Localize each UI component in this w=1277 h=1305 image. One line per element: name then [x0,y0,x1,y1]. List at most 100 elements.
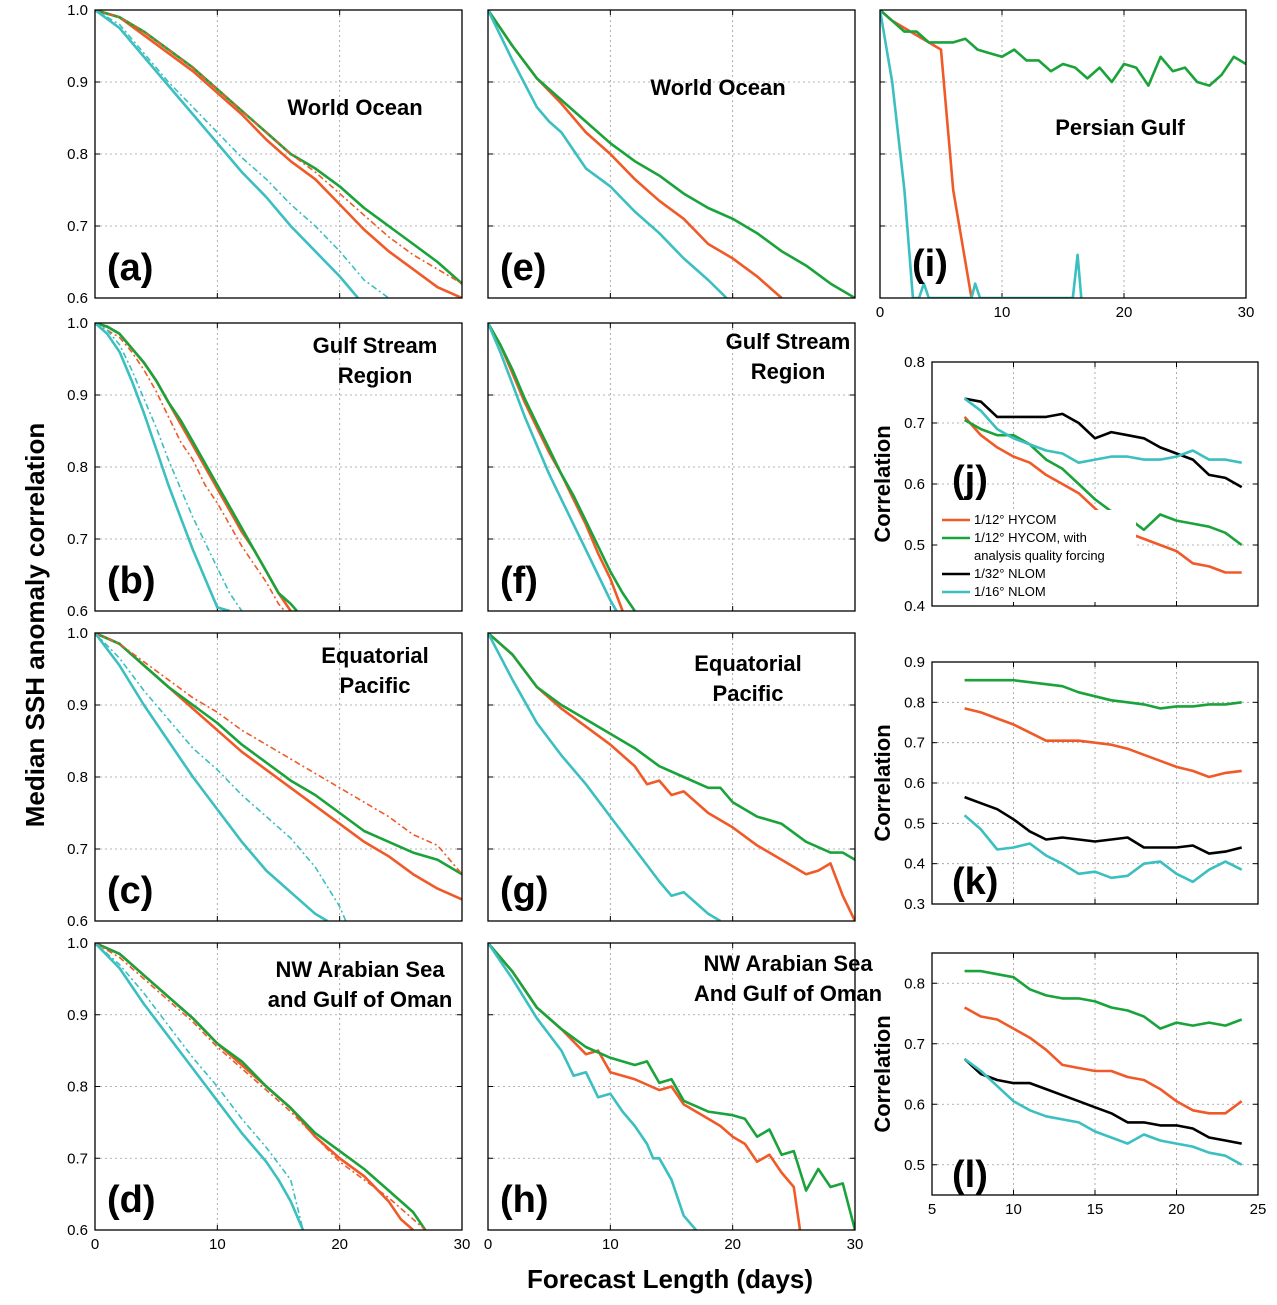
series-line-f-2 [488,323,618,611]
panel-g: Equatorial Pacific (g) [487,632,856,922]
panel-l: 0.5 0.6 0.7 0.8 5 10 15 20 25 (l) Correlation [870,952,1267,1218]
panel-title: Region [338,363,413,388]
y-axis-title: Median SSH anomaly correlation [20,423,50,828]
panel-label: (b) [107,560,156,602]
panel-y-axis-label: Correlation [870,425,895,542]
panel-e: World Ocean (e) [487,9,856,299]
panel-title: NW Arabian Sea [703,951,873,976]
panel-title: World Ocean [287,95,422,120]
panel-label: (d) [107,1179,156,1221]
x-tick-label: 20 [1116,304,1133,321]
panel-label: (k) [952,861,998,903]
y-tick-label: 1.0 [67,2,88,19]
y-tick-label: 0.7 [67,218,88,235]
plot-frame [94,942,463,1231]
panel-title: Pacific [713,681,784,706]
x-tick-label: 20 [1168,1201,1185,1218]
y-tick-label: 0.7 [904,415,925,432]
y-tick-label: 0.4 [904,856,925,873]
series-line-l-1 [964,969,1243,1030]
panel-k: 0.3 0.4 0.5 0.6 0.7 0.8 0.9 (k) Correlation [870,654,1259,913]
panel-title: and Gulf of Oman [268,987,453,1012]
series-line-g-1 [488,633,855,861]
panel-label: (e) [500,247,546,289]
series-line-j-1 [963,418,1243,547]
series-line-j-2 [964,397,1243,489]
plot-frame [94,322,463,612]
x-tick-label: 20 [331,1236,348,1253]
y-tick-label: 0.8 [67,769,88,786]
legend-label: analysis quality forcing [974,548,1105,563]
y-tick-label: 0.6 [904,1096,925,1113]
panel-y-axis-label: Correlation [870,724,895,841]
panel-label: (h) [500,1179,549,1221]
y-tick-label: 0.9 [67,1007,88,1024]
x-tick-label: 0 [91,1236,99,1253]
legend-label: 1/12° HYCOM, with [974,530,1087,545]
y-tick-label: 0.5 [904,537,925,554]
panel-label: (g) [500,870,549,912]
panel-label: (j) [952,459,988,501]
panel-label: (c) [107,870,153,912]
y-tick-label: 0.7 [67,1150,88,1167]
series-line-g-2 [488,633,722,921]
series-line-b-3 [95,323,230,611]
y-tick-label: 0.6 [904,775,925,792]
series-line-c-4 [95,633,347,921]
series-line-b-4 [95,323,243,611]
panel-c: 0.6 0.7 0.8 0.9 1.0 Equatorial Pacific (c) [67,625,463,930]
series-line-k-1 [964,678,1242,710]
panel-title: Gulf Stream [313,333,438,358]
series-line-i-0 [880,10,973,298]
x-tick-label: 30 [1238,304,1255,321]
plot-frame [879,9,1247,299]
y-tick-label: 0.9 [904,654,925,671]
plot-frame [487,322,856,612]
series-line-b-2 [95,323,286,611]
panel-y-axis-label: Correlation [870,1015,895,1132]
plot-frame [931,361,1259,607]
panel-title: Equatorial [694,651,802,676]
x-tick-label: 25 [1250,1201,1267,1218]
panel-h: 0 10 20 30 NW Arabian Sea And Gulf of Oman (h) [484,942,882,1253]
y-tick-label: 0.6 [67,913,88,930]
y-tick-label: 0.4 [904,598,925,615]
panel-label: (a) [107,247,153,289]
y-tick-label: 1.0 [67,935,88,952]
series-line-e-1 [488,10,855,298]
x-tick-label: 5 [928,1201,936,1218]
panel-title: And Gulf of Oman [694,981,882,1006]
series-line-k-3 [963,814,1243,884]
panel-title: World Ocean [650,75,785,100]
y-tick-label: 1.0 [67,315,88,332]
series-line-g-0 [488,633,855,921]
y-tick-label: 0.6 [67,1222,88,1239]
y-tick-label: 0.6 [904,476,925,493]
y-tick-label: 0.3 [904,896,925,913]
series-line-c-1 [95,633,462,876]
y-tick-label: 1.0 [67,625,88,642]
series-line-h-1 [488,943,855,1230]
series-line-a-2 [95,10,462,285]
y-tick-label: 0.5 [904,815,925,832]
panel-j: 0.4 0.5 0.6 0.7 0.8 (j) Correlation 1/12° HYCOM… [870,354,1259,615]
series-line-j-3 [963,397,1242,464]
panel-title: Region [751,359,826,384]
panel-label: (i) [912,243,948,285]
y-tick-label: 0.7 [67,841,88,858]
x-tick-label: 15 [1087,1201,1104,1218]
series-line-a-1 [95,10,462,285]
panel-d: 0.6 0.7 0.8 0.9 1.0 0 10 20 30 NW Arabian Sea and … [67,935,470,1253]
legend-label: 1/12° HYCOM [974,512,1057,527]
series-line-d-4 [95,943,304,1230]
series-line-d-2 [95,943,426,1230]
x-tick-label: 10 [209,1236,226,1253]
series-line-k-2 [964,795,1243,855]
series-line-f-1 [488,323,636,611]
series-line-a-0 [95,10,462,298]
y-tick-label: 0.8 [904,975,925,992]
series-line-k-0 [964,707,1242,779]
plot-frame [931,952,1259,1196]
